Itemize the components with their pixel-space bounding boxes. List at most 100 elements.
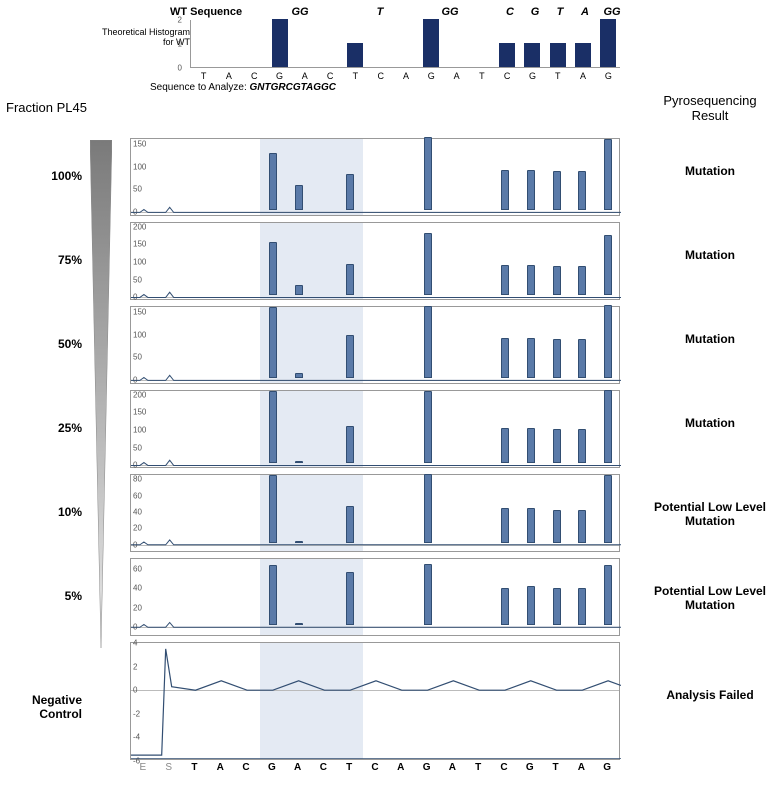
pyrogram-peak bbox=[295, 185, 303, 210]
pyrogram-peak bbox=[578, 266, 586, 295]
fraction-title: Fraction PL45 bbox=[6, 100, 87, 115]
pyrogram-peak bbox=[604, 235, 612, 295]
pyrogram-peak bbox=[604, 475, 612, 543]
pyrogram-peak bbox=[346, 264, 354, 296]
fraction-label: 5% bbox=[0, 589, 82, 603]
histogram-xtick: C bbox=[377, 71, 384, 81]
pyrogram-panel: 020406080 bbox=[130, 474, 620, 552]
histogram-xtick: A bbox=[302, 71, 308, 81]
histogram-xtick: A bbox=[403, 71, 409, 81]
histogram-xtick: C bbox=[327, 71, 334, 81]
wt-token: GG bbox=[291, 6, 308, 18]
xaxis-tick: A bbox=[217, 762, 224, 773]
pyrogram-peak bbox=[269, 391, 277, 464]
baseline-trace bbox=[131, 391, 621, 469]
pyrogram-peak bbox=[553, 588, 561, 625]
fraction-label: Negative Control bbox=[0, 693, 82, 721]
histogram-bar bbox=[575, 43, 591, 67]
pyrogram-peak bbox=[527, 508, 535, 542]
histogram-xtick: T bbox=[201, 71, 207, 81]
ytick: 0 bbox=[178, 64, 182, 73]
histogram-xtick: T bbox=[353, 71, 359, 81]
xaxis-tick: A bbox=[578, 762, 585, 773]
wt-token: T bbox=[377, 6, 384, 18]
histogram-bar bbox=[524, 43, 540, 67]
pyrogram-panel: 050100150 bbox=[130, 306, 620, 384]
pyrogram-peak bbox=[295, 373, 303, 379]
histogram-xtick: T bbox=[555, 71, 561, 81]
pyrogram-peak bbox=[604, 305, 612, 378]
baseline-trace bbox=[131, 223, 621, 301]
pyrogram-peak bbox=[604, 565, 612, 625]
xaxis-tick: C bbox=[371, 762, 378, 773]
result-label: Mutation bbox=[650, 249, 770, 263]
histogram-xtick: T bbox=[479, 71, 485, 81]
wt-token: GG bbox=[603, 6, 620, 18]
ytick: 1 bbox=[178, 40, 182, 49]
histogram-xtick: G bbox=[276, 71, 283, 81]
histogram-bar bbox=[600, 19, 616, 67]
histogram-xtick: G bbox=[605, 71, 612, 81]
pyrogram-peak bbox=[269, 565, 277, 625]
pyrogram-peak bbox=[527, 338, 535, 378]
result-label: Potential Low Level Mutation bbox=[650, 585, 770, 613]
pyrogram-panel: -6-4-2024 bbox=[130, 642, 620, 760]
xaxis-tick: T bbox=[475, 762, 481, 773]
pyrogram-peak bbox=[527, 586, 535, 625]
pyrogram-peak bbox=[346, 335, 354, 379]
fraction-label: 25% bbox=[0, 421, 82, 435]
pyrogram-peak bbox=[424, 391, 432, 464]
xaxis-tick: G bbox=[268, 762, 276, 773]
ytick: 2 bbox=[178, 16, 182, 25]
histogram-xtick: A bbox=[580, 71, 586, 81]
xaxis-row: ESTACGACTCAGATCGTAG bbox=[130, 762, 620, 776]
pyrogram-peak bbox=[578, 429, 586, 464]
histogram-ylabel: Theoretical Histogram for WT bbox=[90, 28, 190, 48]
pyrogram-peak bbox=[346, 426, 354, 463]
pyrogram-peak bbox=[501, 588, 509, 625]
pyrogram-peak bbox=[604, 139, 612, 210]
pyrogram-peak bbox=[527, 265, 535, 295]
pyrogram-peak bbox=[501, 265, 509, 295]
baseline-trace bbox=[131, 559, 621, 637]
result-label: Mutation bbox=[650, 165, 770, 179]
xaxis-tick: S bbox=[165, 762, 172, 773]
gradient-triangle bbox=[90, 140, 112, 648]
pyrogram-peak bbox=[424, 474, 432, 543]
pyrogram-peak bbox=[501, 508, 509, 542]
histogram-xtick: G bbox=[428, 71, 435, 81]
pyrogram-peak bbox=[578, 171, 586, 210]
wt-token: GG bbox=[441, 6, 458, 18]
pyrogram-peak bbox=[424, 306, 432, 378]
pyrogram-peak bbox=[424, 564, 432, 625]
baseline-trace bbox=[131, 307, 621, 385]
xaxis-tick: T bbox=[552, 762, 558, 773]
xaxis-tick: A bbox=[449, 762, 456, 773]
wt-token: A bbox=[581, 6, 589, 18]
result-label: Mutation bbox=[650, 333, 770, 347]
pyrogram-peak bbox=[295, 285, 303, 296]
pyrogram-panel: 0204060 bbox=[130, 558, 620, 636]
pyrogram-peak bbox=[604, 390, 612, 464]
fraction-label: 50% bbox=[0, 337, 82, 351]
fraction-label: 100% bbox=[0, 169, 82, 183]
pyrogram-panel: 050100150200 bbox=[130, 390, 620, 468]
xaxis-tick: G bbox=[603, 762, 611, 773]
baseline-trace bbox=[131, 139, 621, 217]
pyrogram-peak bbox=[527, 428, 535, 463]
pyrogram-peak bbox=[553, 339, 561, 378]
histogram-xtick: C bbox=[251, 71, 258, 81]
pyrogram-peak bbox=[501, 338, 509, 378]
pyrogram-peak bbox=[295, 623, 303, 625]
pyrogram-peak bbox=[346, 174, 354, 211]
xaxis-tick: T bbox=[346, 762, 352, 773]
pyrogram-peak bbox=[553, 510, 561, 543]
sequence-to-analyze-row: Sequence to Analyze: GNTGRCGTAGGC bbox=[150, 82, 336, 93]
xaxis-tick: G bbox=[423, 762, 431, 773]
wt-token: G bbox=[531, 6, 540, 18]
pyrogram-peak bbox=[424, 233, 432, 295]
wt-token: T bbox=[557, 6, 564, 18]
histogram-bar bbox=[272, 19, 288, 67]
baseline-trace bbox=[131, 475, 621, 553]
pyrogram-peak bbox=[269, 475, 277, 542]
